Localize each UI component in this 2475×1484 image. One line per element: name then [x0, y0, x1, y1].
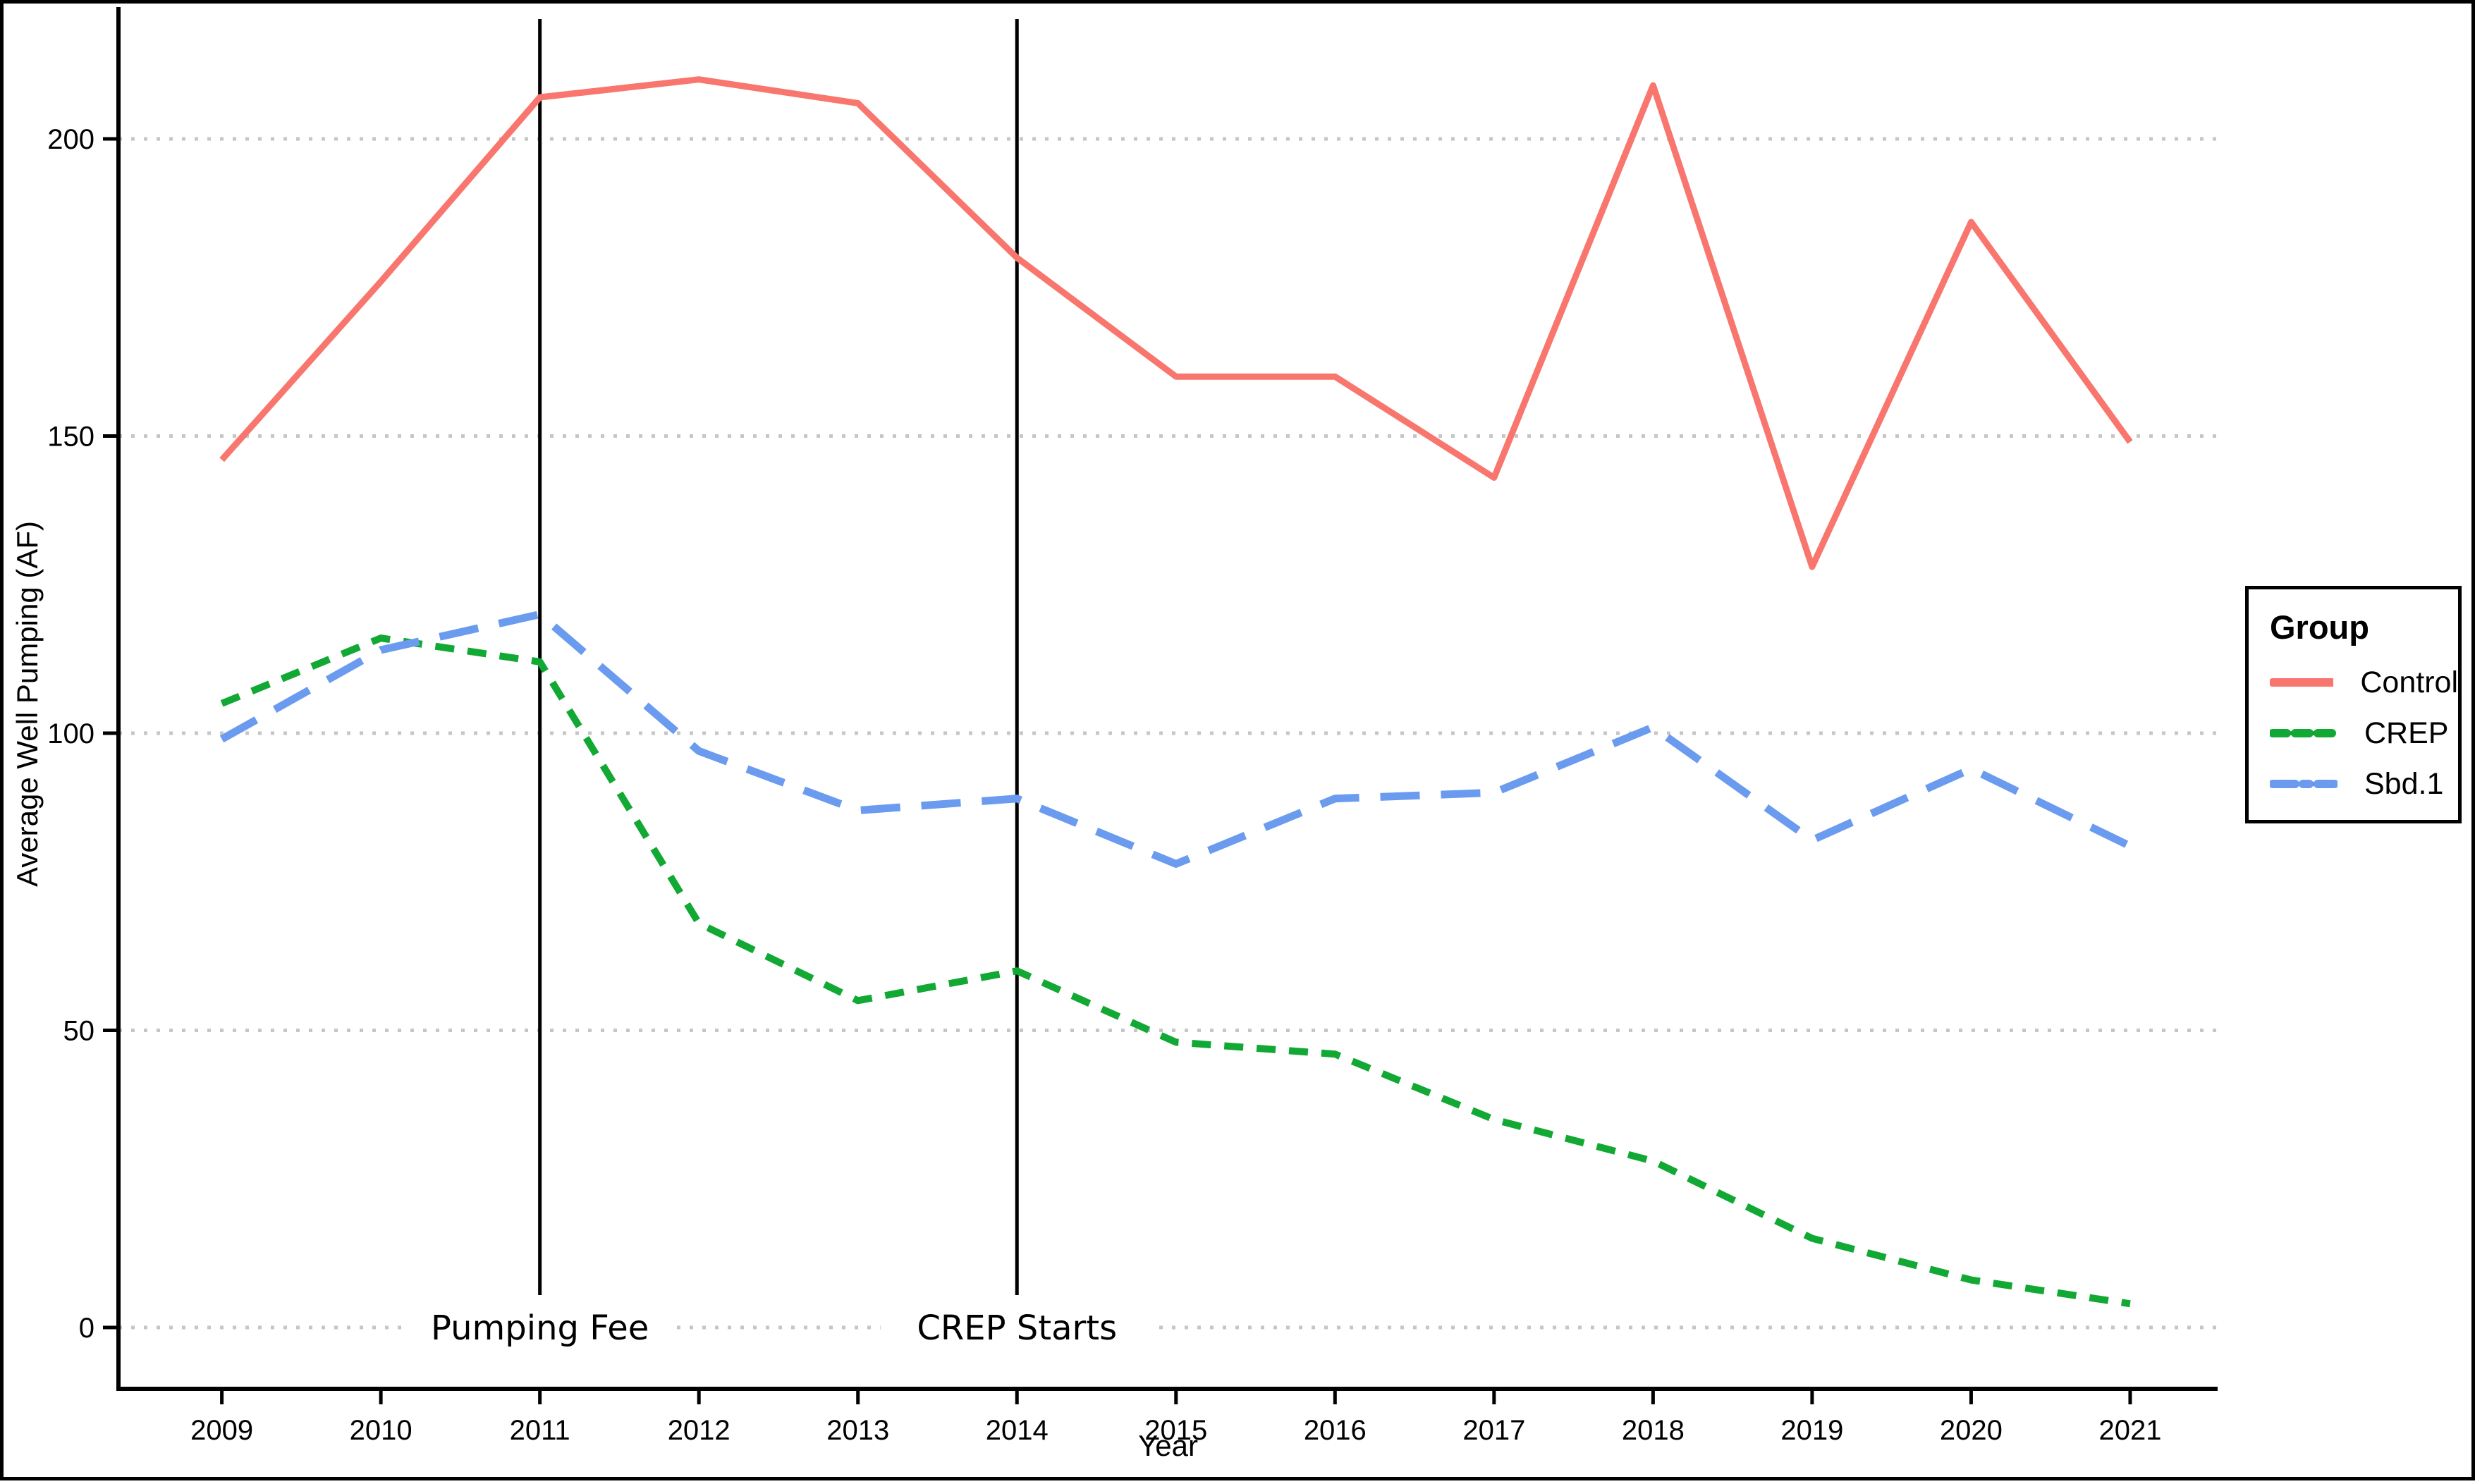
x-tick-label: 2016 [1304, 1415, 1367, 1446]
x-tick-label: 2017 [1462, 1415, 1525, 1446]
legend-item-label: Control [2360, 665, 2458, 699]
legend-item: Control [2270, 665, 2458, 700]
annotation-label-bg [403, 1301, 677, 1354]
x-tick-label: 2018 [1622, 1415, 1685, 1446]
series-line-sbd1 [219, 610, 2132, 868]
series-line-control [219, 76, 2133, 570]
legend-title: Group [2270, 608, 2369, 646]
x-tick-label: 2015 [1144, 1415, 1207, 1446]
legend-swatch-control [2270, 678, 2334, 687]
legend-item-label: Sbd.1 [2364, 766, 2444, 801]
legend-item: CREP [2270, 716, 2458, 751]
legend-swatch-sbd1 [2270, 780, 2338, 788]
legend-swatch-crep [2270, 729, 2338, 737]
x-tick-label: 2013 [826, 1415, 889, 1446]
x-tick-label: 2020 [1940, 1415, 2003, 1446]
y-axis-title: Average Well Pumping (AF) [11, 521, 44, 887]
y-tick-label: 0 [79, 1313, 94, 1344]
y-tick-label: 200 [47, 124, 94, 155]
x-tick-label: 2009 [190, 1415, 253, 1446]
annotation-label: Pumping Fee [431, 1308, 649, 1348]
series-line-crep [220, 634, 2131, 1308]
y-tick-label: 150 [47, 422, 94, 453]
x-tick-label: 2021 [2098, 1415, 2161, 1446]
x-tick-label: 2012 [668, 1415, 731, 1446]
y-tick-label: 50 [63, 1016, 95, 1047]
legend-item: Sbd.1 [2270, 766, 2458, 802]
legend-items: Control CREP Sbd.1 [2270, 665, 2458, 802]
legend-item-label: CREP [2364, 716, 2449, 750]
legend-box: Group Control CREP Sbd.1 [2245, 586, 2462, 823]
x-tick-label: 2014 [986, 1415, 1049, 1446]
x-axis-title: Year [1138, 1429, 1198, 1462]
y-tick-label: 100 [47, 718, 94, 749]
x-tick-label: 2011 [510, 1415, 570, 1446]
x-tick-label: 2010 [350, 1415, 412, 1446]
annotation-label: CREP Starts [917, 1308, 1117, 1348]
annotation-label-bg [880, 1301, 1154, 1354]
line-chart: 2009 2010 2011 2012 2013 2014 2015 2016 2017 2018… [11, 7, 2218, 1462]
x-tick-label: 2019 [1780, 1415, 1843, 1446]
